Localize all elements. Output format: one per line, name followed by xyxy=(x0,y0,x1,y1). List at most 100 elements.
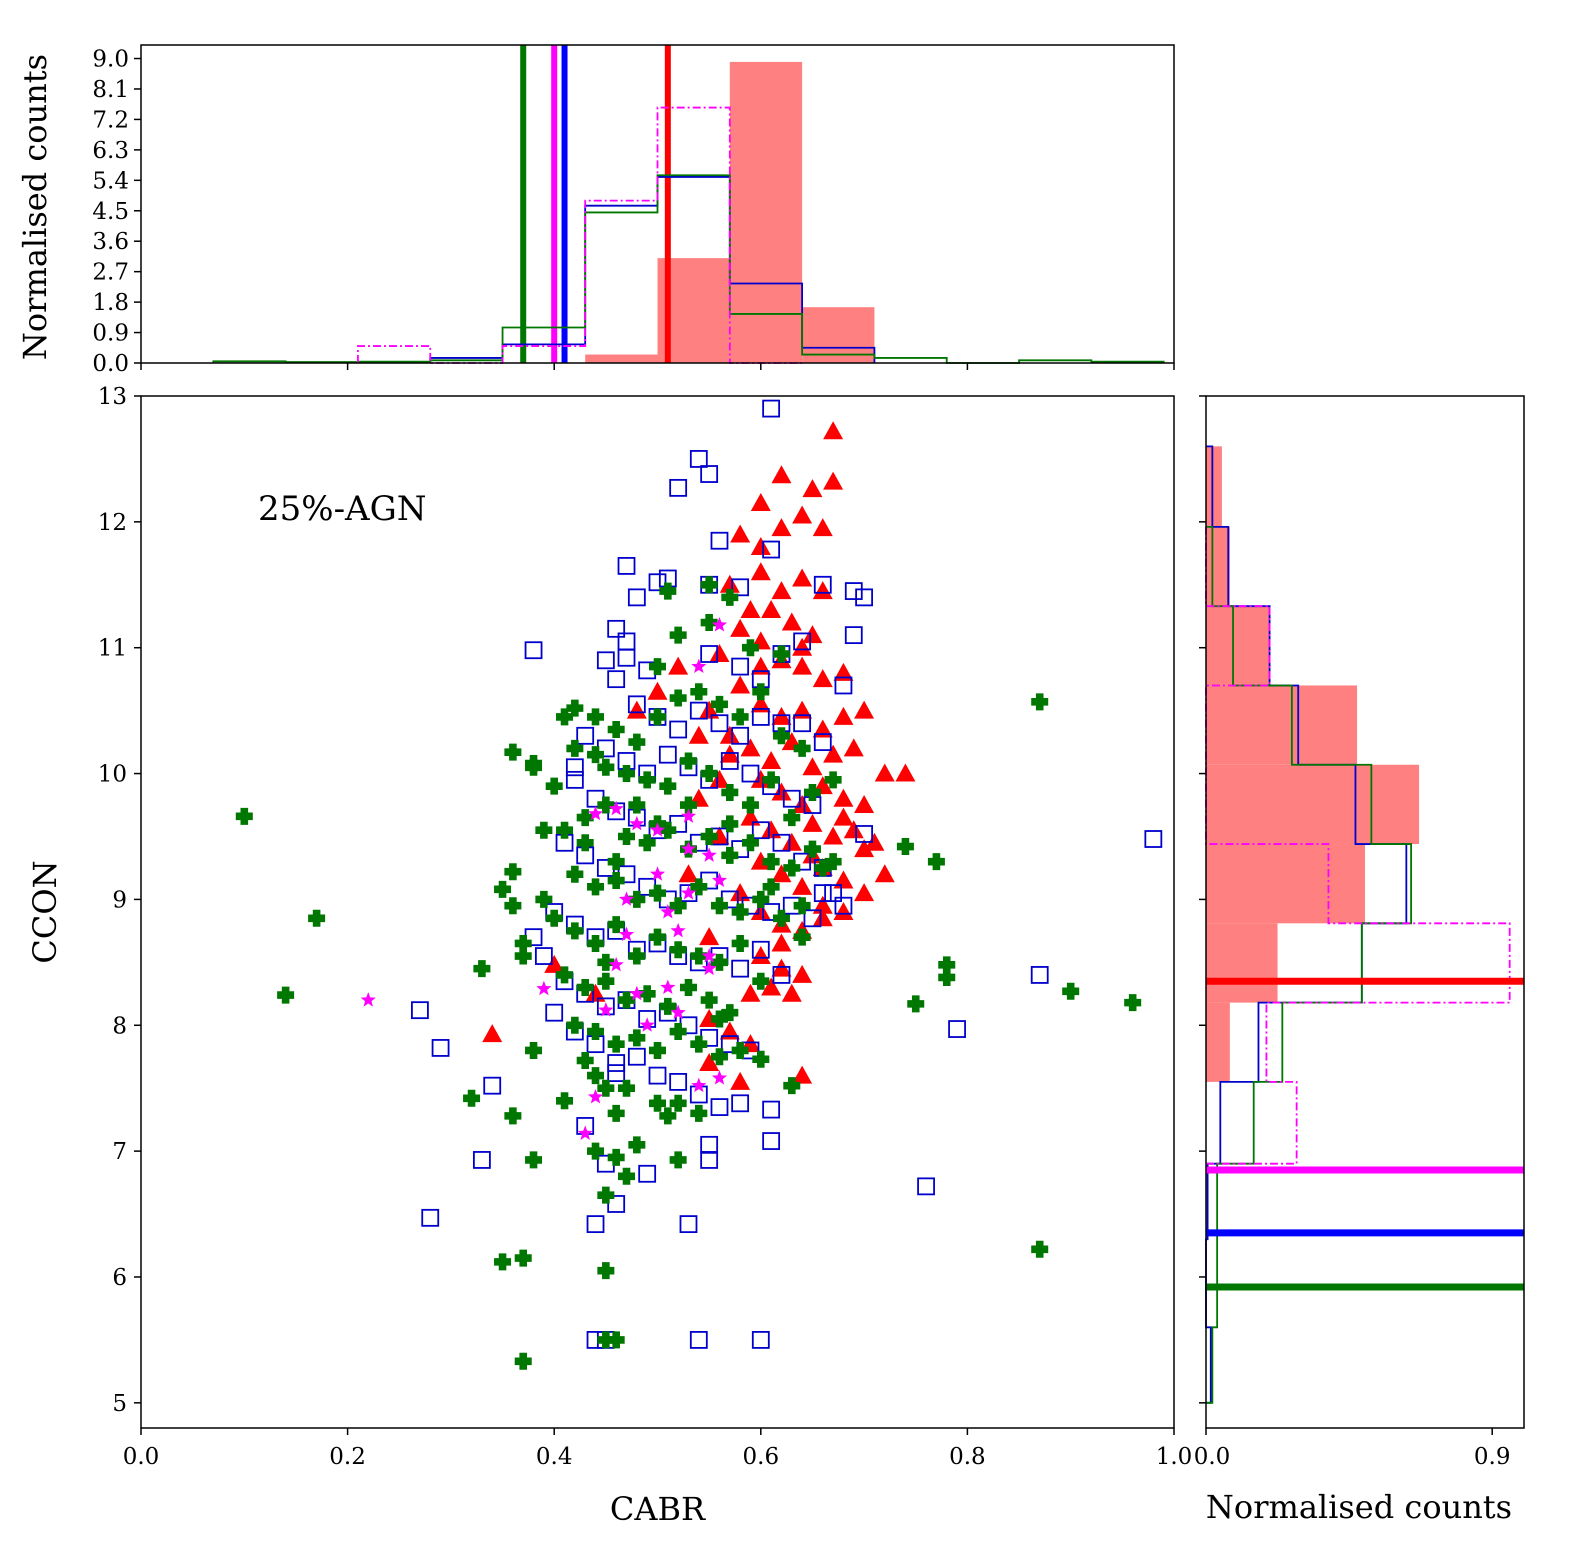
magenta-star-point xyxy=(691,1077,707,1093)
red-triangle-point xyxy=(709,769,730,788)
scatter-points xyxy=(235,399,1163,1370)
x-tick-label: 1.0 xyxy=(1156,1444,1193,1470)
magenta-star-point xyxy=(680,808,697,823)
red-triangle-point xyxy=(895,763,916,782)
red-triangle-point xyxy=(626,700,647,719)
red-triangle-point xyxy=(544,954,565,973)
magenta-star-point xyxy=(618,891,635,906)
y-axis-title: CCON xyxy=(26,860,64,963)
red-triangle-point xyxy=(812,518,833,537)
blue-square-point xyxy=(772,833,791,852)
blue-square-point xyxy=(689,450,708,468)
green-cross-point xyxy=(607,872,625,890)
green-cross-point xyxy=(669,689,687,707)
green-cross-point xyxy=(607,1148,625,1166)
red-triangle-point xyxy=(792,568,813,587)
green-cross-point xyxy=(741,639,759,657)
blue-square-point xyxy=(431,1039,450,1057)
blue-square-point xyxy=(607,670,626,689)
blue-square-point xyxy=(710,714,729,733)
green-cross-point xyxy=(576,809,594,827)
blue-square-point xyxy=(524,641,543,660)
green-cross-point xyxy=(700,614,718,632)
blue-square-point xyxy=(731,959,750,978)
green-cross-point xyxy=(731,708,749,726)
red-triangle-point xyxy=(771,864,792,883)
blue-square-point xyxy=(1030,966,1049,984)
green-cross-point xyxy=(938,968,956,986)
green-cross-point xyxy=(597,1079,615,1097)
green-cross-point xyxy=(618,1079,636,1097)
magenta-star-point xyxy=(680,885,697,900)
magenta-star-point xyxy=(618,926,635,942)
red-triangle-point xyxy=(761,977,782,996)
green-cross-point xyxy=(308,909,326,927)
magenta-star-point xyxy=(670,1004,686,1020)
blue-square-point xyxy=(751,708,770,726)
green-cross-point xyxy=(803,783,821,801)
green-cross-point xyxy=(514,947,532,965)
top-y-tick-label: 0.9 xyxy=(92,321,129,347)
red-triangle-point xyxy=(699,927,720,946)
red-triangle-point xyxy=(864,832,885,851)
green-cross-point xyxy=(679,979,697,997)
green-cross-point xyxy=(824,771,842,789)
red-triangle-point xyxy=(812,908,833,927)
green-cross-point xyxy=(535,821,553,839)
red-triangle-point xyxy=(833,788,854,807)
blue-square-point xyxy=(689,1331,708,1349)
red-triangle-point xyxy=(833,902,854,920)
red-triangle-point xyxy=(750,562,771,581)
blue-square-point xyxy=(669,1073,688,1091)
green-cross-point xyxy=(721,846,739,864)
right-filled-bar xyxy=(1206,526,1230,607)
main-y-ticks: 5 6 7 8 9 10 11 12 13 xyxy=(98,384,141,1417)
red-triangle-point xyxy=(740,807,761,826)
y-tick-label: 13 xyxy=(98,384,127,410)
y-tick-label: 12 xyxy=(98,510,127,536)
top-y-tick-label: 4.5 xyxy=(92,199,129,225)
blue-square-point xyxy=(679,1215,698,1234)
red-triangle-point xyxy=(740,738,761,757)
red-triangle-point xyxy=(792,656,813,675)
green-cross-point xyxy=(659,1107,677,1125)
magenta-star-point xyxy=(629,985,645,1001)
top-histogram-panel: 0.0 0.9 1.8 2.7 3.6 4.5 5.4 6.3 7.2 8.1 9.0 Normal… xyxy=(16,44,1175,377)
red-triangle-point xyxy=(854,700,875,719)
right-filled-bar xyxy=(1206,606,1270,686)
blue-square-point xyxy=(751,821,770,840)
top-y-tick-label: 9.0 xyxy=(92,47,129,73)
blue-square-point xyxy=(627,1047,646,1066)
red-triangle-point xyxy=(750,492,771,511)
green-cross-point xyxy=(669,941,687,959)
right-filled-bar xyxy=(1206,685,1358,765)
right-filled-bar xyxy=(1206,446,1222,527)
blue-square-point xyxy=(648,573,667,592)
red-triangle-point xyxy=(812,669,833,688)
magenta-star-point xyxy=(587,805,604,821)
magenta-star-point xyxy=(598,1002,614,1017)
blue-square-point xyxy=(607,1195,626,1213)
green-cross-point xyxy=(545,777,563,795)
magenta-star-point xyxy=(660,904,676,919)
blue-square-point xyxy=(917,1177,935,1196)
green-cross-point xyxy=(545,909,563,927)
red-triangle-point xyxy=(771,933,792,952)
green-cross-point xyxy=(628,1136,646,1154)
red-triangle-point xyxy=(668,656,689,675)
green-cross-point xyxy=(556,708,574,726)
red-triangle-point xyxy=(874,763,895,782)
red-triangle-point xyxy=(750,946,771,965)
green-cross-point xyxy=(597,953,615,971)
agn-annotation: 25%-AGN xyxy=(258,489,427,529)
red-triangle-point xyxy=(833,870,854,889)
red-triangle-point xyxy=(771,581,792,600)
green-cross-point xyxy=(587,878,605,896)
top-y-tick-label: 3.6 xyxy=(92,229,129,255)
magenta-star-point xyxy=(670,922,686,938)
top-x-ticks xyxy=(140,363,1175,370)
magenta-star-point xyxy=(701,960,717,976)
red-triangle-point xyxy=(750,694,771,713)
red-triangle-point xyxy=(854,839,875,858)
green-cross-point xyxy=(669,1094,687,1112)
